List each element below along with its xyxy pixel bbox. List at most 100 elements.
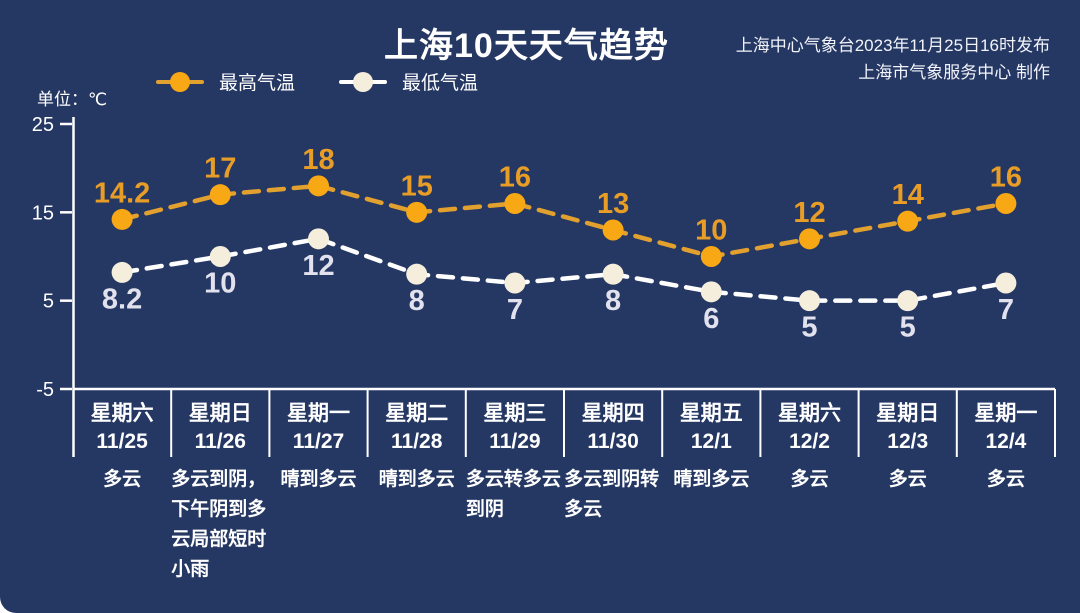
date-label: 12/2 (789, 430, 830, 453)
weekday-label: 星期四 (581, 402, 645, 425)
date-label: 11/26 (194, 430, 246, 453)
weather-description: 晴到多云 (280, 469, 357, 490)
date-label: 11/30 (587, 430, 639, 453)
unit-label: 单位：℃ (37, 90, 108, 109)
low-temp-value-label: 7 (998, 294, 1014, 326)
day-column: 星期一 12/4 多云 (957, 400, 1055, 585)
weekday-label: 星期五 (679, 402, 743, 425)
legend-item-high-temp: 最高气温 (156, 68, 295, 95)
weather-description: 多云到阴转多云 (564, 469, 660, 520)
low-temp-point (995, 272, 1017, 294)
date-label: 11/28 (391, 430, 443, 453)
legend-label-high-temp: 最高气温 (219, 73, 296, 94)
legend-item-low-temp: 最低气温 (339, 68, 478, 95)
high-temp-point (308, 175, 329, 197)
high-temp-line (119, 183, 1009, 259)
weekday-label: 星期一 (287, 402, 350, 425)
y-axis-tick-label: 15 (32, 202, 54, 224)
high-temp-point (602, 219, 624, 241)
date-label: 11/27 (292, 430, 345, 453)
y-axis-tick-label: 25 (32, 114, 54, 136)
low-temp-point (799, 290, 820, 312)
low-temp-point (111, 261, 133, 283)
low-temp-value-label: 12 (302, 250, 334, 282)
day-column: 星期四 11/30 多云到阴转多云 (564, 400, 662, 585)
high-temp-point (799, 228, 820, 250)
high-temp-line-dot-icon (156, 71, 204, 93)
date-label: 12/4 (985, 430, 1027, 453)
low-temp-value-label: 6 (703, 303, 719, 335)
low-temp-point (504, 272, 526, 294)
weekday-label: 星期一 (974, 402, 1038, 425)
weekday-label: 星期日 (876, 402, 940, 425)
high-temp-value-label: 16 (990, 162, 1022, 194)
weekday-label: 星期日 (188, 402, 252, 425)
high-temp-value-label: 16 (499, 162, 531, 194)
weather-description: 多云到阴，下午阴到多云局部短时小雨 (171, 469, 267, 580)
date-label: 12/3 (887, 430, 929, 453)
day-columns: 星期六 11/25 多云 星期日 11/26 多云到阴，下午阴到多云局部短时小雨 星期一 11… (73, 400, 1055, 585)
low-temp-value-label: 5 (801, 312, 817, 344)
low-temp-line (119, 236, 1009, 303)
y-axis-tick-label: 5 (43, 291, 54, 313)
date-label: 11/25 (96, 430, 148, 453)
low-temp-point (602, 263, 624, 285)
source-line-producer: 上海市气象服务中心 制作 (858, 63, 1050, 82)
chart-legend: 最高气温 最低气温 (156, 68, 478, 95)
high-temp-value-label: 17 (204, 153, 236, 185)
source-attribution: 上海中心气象台2023年11月25日16时发布 上海市气象服务中心 制作 (736, 32, 1050, 86)
high-temp-value-label: 12 (793, 197, 825, 229)
low-temp-value-label: 5 (900, 312, 916, 344)
low-temp-point (700, 281, 722, 303)
low-temp-point (308, 228, 329, 250)
weather-description: 多云转多云到阴 (465, 469, 561, 520)
weather-description: 多云 (790, 469, 829, 490)
weekday-label: 星期六 (90, 402, 154, 425)
low-temp-value-label: 10 (204, 268, 236, 300)
low-temp-line-dot-icon (339, 71, 388, 93)
legend-label-low-temp: 最低气温 (402, 73, 479, 94)
day-column: 星期六 12/2 多云 (760, 400, 858, 585)
high-temp-point (504, 193, 526, 214)
day-column: 星期六 11/25 多云 (73, 400, 171, 585)
high-temp-point (111, 208, 133, 230)
low-temp-value-label: 8.2 (102, 283, 142, 315)
high-temp-point (209, 184, 231, 206)
weather-description: 晴到多云 (378, 469, 455, 490)
weekday-label: 星期二 (385, 402, 449, 425)
low-temp-value-label: 7 (507, 294, 523, 326)
weather-description: 多云 (888, 469, 927, 490)
high-temp-point (406, 201, 428, 223)
y-axis-tick-label: -5 (36, 379, 54, 401)
high-temp-value-label: 15 (401, 170, 433, 202)
high-temp-point (995, 193, 1017, 214)
source-line-publisher: 上海中心气象台2023年11月25日16时发布 (735, 36, 1050, 55)
date-label: 12/1 (690, 430, 732, 453)
low-temp-point (209, 246, 231, 267)
low-temp-value-label: 8 (409, 285, 425, 317)
day-column: 星期日 12/3 多云 (859, 400, 957, 585)
weather-description: 多云 (103, 469, 142, 490)
day-column: 星期日 11/26 多云到阴，下午阴到多云局部短时小雨 (171, 400, 269, 585)
high-temp-point (700, 246, 722, 267)
low-temp-value-label: 8 (605, 285, 621, 317)
weather-description: 多云 (986, 469, 1025, 490)
low-temp-point (406, 263, 428, 285)
low-temp-point (897, 290, 919, 312)
weekday-label: 星期六 (778, 402, 842, 425)
high-temp-value-label: 10 (695, 215, 727, 247)
weather-description: 晴到多云 (673, 469, 750, 490)
date-label: 11/29 (489, 430, 541, 453)
high-temp-value-label: 18 (302, 144, 334, 176)
page-title: 上海10天天气趋势 (384, 27, 669, 65)
high-temp-value-label: 14.2 (94, 177, 150, 209)
day-column: 星期一 11/27 晴到多云 (269, 400, 367, 585)
day-column: 星期三 11/29 多云转多云到阴 (466, 400, 564, 585)
high-temp-point (897, 210, 919, 232)
high-temp-value-label: 14 (892, 179, 924, 211)
day-column: 星期五 12/1 晴到多云 (662, 400, 760, 585)
weekday-label: 星期三 (483, 402, 547, 425)
high-temp-value-label: 13 (597, 188, 629, 220)
day-column: 星期二 11/28 晴到多云 (368, 400, 466, 585)
